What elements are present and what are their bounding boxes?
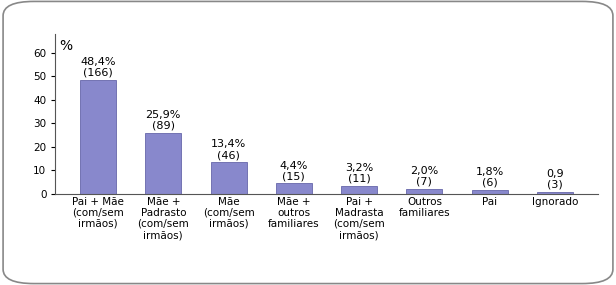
- Text: (89): (89): [152, 121, 175, 131]
- Text: 25,9%: 25,9%: [145, 110, 181, 120]
- Bar: [537, 192, 573, 194]
- Text: 13,4%: 13,4%: [211, 139, 246, 149]
- Bar: [341, 186, 377, 194]
- Bar: [472, 190, 508, 194]
- Text: (7): (7): [416, 177, 432, 187]
- Text: (6): (6): [482, 177, 498, 187]
- Text: 1,8%: 1,8%: [476, 167, 504, 177]
- Text: (11): (11): [348, 174, 370, 184]
- Text: 0,9: 0,9: [546, 169, 564, 179]
- Bar: [211, 162, 246, 194]
- Text: 4,4%: 4,4%: [280, 160, 308, 170]
- Bar: [80, 80, 116, 194]
- Bar: [145, 133, 181, 194]
- Text: 48,4%: 48,4%: [80, 57, 116, 67]
- Text: (15): (15): [283, 171, 305, 181]
- Text: (3): (3): [547, 179, 563, 189]
- Text: %: %: [59, 39, 72, 53]
- Text: (46): (46): [217, 150, 240, 160]
- Bar: [276, 184, 312, 194]
- Bar: [407, 189, 442, 194]
- Text: (166): (166): [83, 68, 113, 78]
- Text: 2,0%: 2,0%: [410, 166, 439, 176]
- Text: 3,2%: 3,2%: [345, 163, 373, 173]
